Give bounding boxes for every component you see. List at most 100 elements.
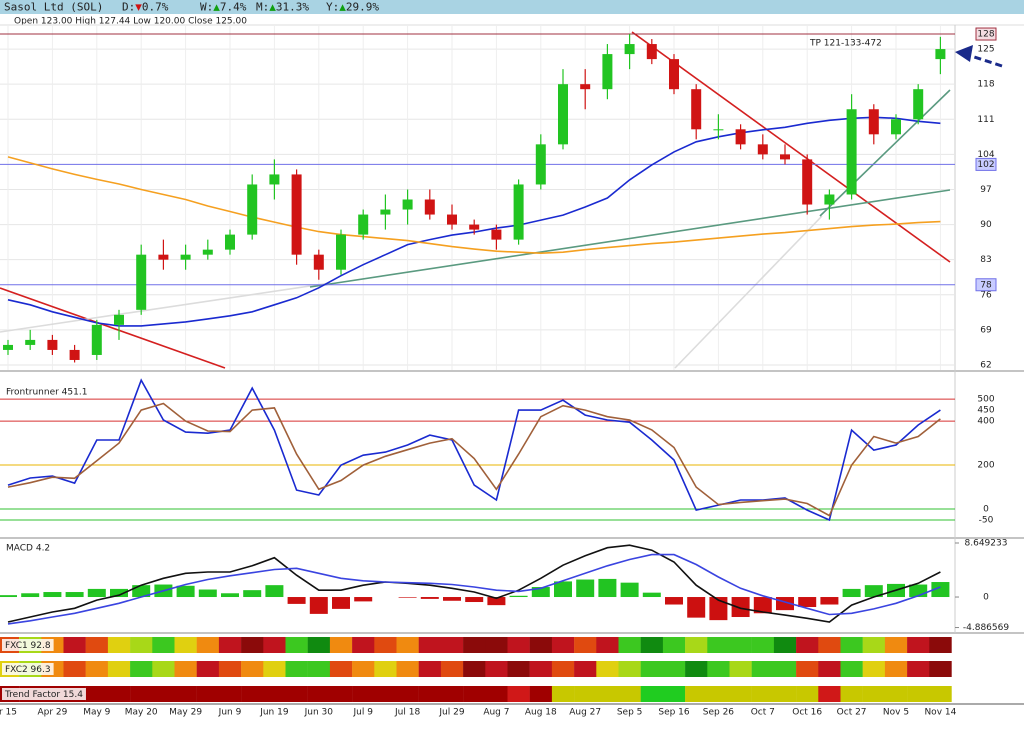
heat-cell: [285, 686, 308, 702]
candle-body: [91, 324, 102, 355]
heat-cell: [396, 686, 419, 702]
heat-cell: [574, 637, 597, 653]
x-tick-label: May 9: [83, 708, 110, 718]
heat-cell: [640, 661, 664, 677]
header-stat: Y:▲29.9%: [326, 1, 379, 14]
y-tick-label: 76: [980, 290, 992, 300]
heat-cell: [463, 686, 486, 702]
heat-cell: [63, 661, 86, 677]
heat-cell: [796, 637, 819, 653]
heat-cell: [174, 637, 197, 653]
candle-body: [202, 249, 213, 255]
panels: [0, 24, 1024, 705]
histogram-bar: [731, 597, 750, 618]
heat-cell: [840, 686, 863, 702]
label-bg: [2, 688, 86, 700]
y-tick-label: -4.886569: [963, 623, 1009, 633]
x-tick-label: Sep 26: [703, 708, 735, 718]
histogram-bar: [820, 597, 839, 605]
heat-cell: [640, 637, 664, 653]
x-tick-label: May 29: [169, 708, 202, 718]
heat-cell: [907, 661, 930, 677]
heat-cell: [285, 661, 308, 677]
heat-cell: [685, 637, 708, 653]
heat-cell: [307, 637, 331, 653]
header-stat: W:▲7.4%: [200, 1, 247, 14]
label-bg: [2, 639, 54, 651]
y-tick-label: 0: [983, 505, 989, 515]
heat-cell: [196, 637, 220, 653]
level-box: [975, 157, 997, 171]
trendline: [0, 287, 226, 369]
stat-value: 29.9%: [346, 1, 379, 14]
trendline: [309, 189, 951, 288]
histogram-bar: [176, 585, 195, 598]
candle-body: [780, 154, 790, 160]
y-tick-label: -50: [979, 516, 994, 526]
header-bar: [0, 0, 1024, 14]
stat-arrow: ▲: [269, 1, 276, 14]
heat-cell: [418, 686, 442, 702]
stat-label: Y:: [326, 1, 339, 14]
heat-cell: [418, 661, 442, 677]
heat-cell: [618, 637, 641, 653]
heat-cell: [374, 661, 397, 677]
histogram-bar: [265, 585, 284, 598]
x-tick-label: Sep 16: [658, 708, 690, 718]
x-tick-label: Sep 5: [617, 708, 643, 718]
heat-cell: [596, 661, 619, 677]
heat-cell: [707, 686, 730, 702]
candle-body: [713, 129, 724, 131]
histogram-bar: [87, 588, 106, 598]
heat-cell: [218, 686, 242, 702]
candle-body: [913, 89, 924, 120]
candle-body: [3, 344, 13, 350]
heat-cell: [152, 637, 175, 653]
heat-cell: [396, 637, 419, 653]
candle-body: [424, 199, 435, 215]
heat-cell: [551, 637, 575, 653]
candle-body: [824, 194, 835, 205]
histogram-bar: [332, 597, 350, 609]
x-tick-label: Aug 18: [525, 708, 557, 718]
histogram-bar: [931, 582, 950, 598]
candle-body: [402, 199, 413, 210]
heat-cell: [907, 637, 930, 653]
candle-body: [491, 229, 502, 240]
x-tick-label: r 15: [0, 708, 17, 718]
candle-body: [669, 59, 679, 90]
candle-body: [558, 84, 568, 145]
heat-cell: [440, 661, 464, 677]
x-tick-label: Jul 29: [438, 708, 464, 718]
heat-cell: [529, 661, 553, 677]
histogram-bar: [465, 597, 484, 603]
histogram-bar: [642, 592, 661, 598]
annotation: TP 121-133-472: [809, 39, 882, 49]
histogram-bar: [443, 597, 461, 601]
candle-body: [846, 109, 857, 195]
trendline: [631, 31, 951, 263]
candle-body: [868, 109, 879, 135]
heat-cell: [685, 661, 708, 677]
indicator-line: [7, 544, 941, 623]
trendline: [819, 89, 951, 217]
heat-cell: [463, 661, 486, 677]
heat-cell: [796, 686, 819, 702]
heat-cell: [840, 637, 863, 653]
heat-cell: [862, 686, 886, 702]
heat-cell: [529, 686, 553, 702]
y-tick-label: 450: [977, 406, 994, 416]
histogram-bar: [842, 588, 861, 598]
candle-body: [69, 349, 80, 360]
histogram-bar: [43, 592, 62, 598]
x-tick-label: Apr 29: [37, 708, 67, 718]
heat-cell: [840, 661, 863, 677]
histogram-bar: [198, 589, 217, 598]
y-tick-label: 111: [977, 115, 994, 125]
heat-cell: [329, 686, 353, 702]
x-tick-label: Oct 16: [792, 708, 822, 718]
y-tick-label: 97: [980, 185, 991, 195]
candle-body: [180, 254, 191, 260]
candle-body: [646, 44, 657, 60]
